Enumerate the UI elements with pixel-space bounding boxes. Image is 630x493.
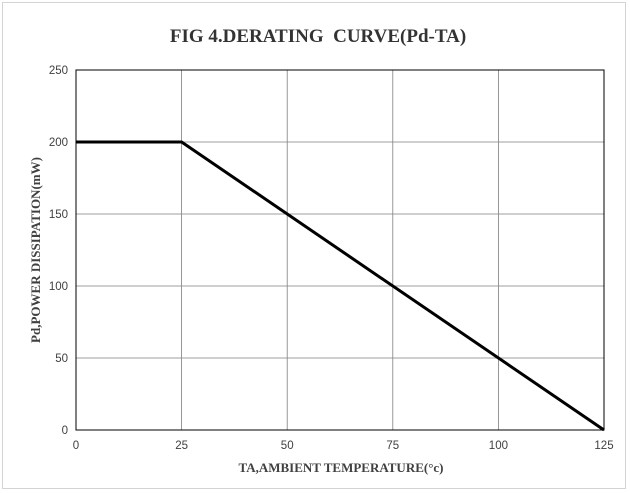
y-axis-title: Pd,POWER DISSIPATION(mW) <box>28 157 43 343</box>
y-tick-label: 100 <box>49 281 68 293</box>
tick-labels: 0 25 50 75 100 125 0 50 100 150 200 250 <box>49 65 614 452</box>
y-tick-label: 200 <box>49 137 68 149</box>
x-tick-label: 100 <box>489 440 508 452</box>
chart-title: FIG 4.DERATING CURVE(Pd-TA) <box>170 26 466 47</box>
x-tick-label: 75 <box>386 440 399 452</box>
series-group <box>75 140 605 432</box>
x-tick-label: 125 <box>594 440 613 452</box>
y-tick-label: 250 <box>49 65 68 77</box>
y-tick-label: 150 <box>49 209 68 221</box>
chart-frame <box>2 2 626 489</box>
y-tick-label: 50 <box>55 353 68 365</box>
x-tick-label: 0 <box>73 440 79 452</box>
x-axis-title: TA,AMBIENT TEMPERATURE(°c) <box>238 460 443 475</box>
y-tick-label: 0 <box>62 425 68 437</box>
plot-area-border <box>75 69 605 431</box>
x-tick-label: 25 <box>175 440 188 452</box>
x-tick-label: 50 <box>281 440 294 452</box>
